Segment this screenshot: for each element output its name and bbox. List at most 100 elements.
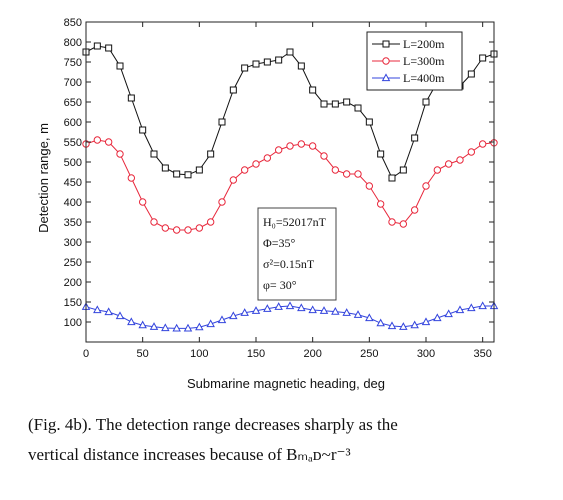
data-point [263,154,272,162]
legend: L=200m L=300m L=400m [366,31,463,91]
y-tick-label: 100 [64,317,82,329]
data-point [422,182,430,190]
data-point [206,218,215,226]
y-tick-label: 250 [64,257,82,269]
data-point [217,315,227,324]
figure-caption: (Fig. 4b). The detection range decreases… [28,410,548,470]
data-point [161,224,170,232]
data-point [343,98,351,106]
y-tick-label: 500 [64,157,82,169]
data-point [388,174,396,182]
annotation-line: σ²=0.15nT [263,257,315,271]
data-point [286,48,294,56]
data-point [309,86,317,94]
data-point [116,150,124,158]
series-l-200m [82,42,498,182]
annotation-line: φ= 30° [263,278,297,292]
x-tick-label: 200 [303,348,321,360]
data-point [172,226,181,234]
legend-label: L=200m [403,37,445,51]
data-point [195,166,203,174]
data-point [467,303,476,312]
data-point [274,146,283,154]
series-l-300m [82,136,498,234]
data-point [331,100,339,108]
data-point [241,64,249,72]
y-tick-label: 650 [64,97,82,109]
x-axis-label: Submarine magnetic heading, deg [187,376,385,391]
legend-label: L=400m [403,71,445,85]
data-point [263,304,272,312]
data-point [433,166,442,174]
x-tick-label: 50 [137,348,149,360]
data-point [274,302,283,310]
y-tick-label: 550 [64,137,82,149]
y-tick-label: 800 [64,37,82,49]
data-point [184,226,192,234]
data-point [320,152,328,160]
data-point [342,308,351,316]
y-tick-label: 400 [64,197,82,209]
y-tick-label: 300 [64,237,82,249]
y-axis-label: Detection range, m [36,123,51,233]
data-point [297,62,305,70]
x-tick-label: 250 [360,348,378,360]
data-point [240,308,249,316]
data-point [331,166,340,174]
data-point [104,138,113,146]
data-point [150,218,158,226]
data-point [115,311,125,320]
y-tick-label: 700 [64,77,82,89]
data-point [161,164,169,172]
data-point [433,313,442,322]
data-point [127,94,135,102]
data-point [365,313,374,322]
data-point [478,140,487,148]
caption-line-1: (Fig. 4b). The detection range decreases… [28,415,398,434]
data-point [297,303,306,312]
series-l-400m [81,301,499,332]
chart: 0 50 100 150 200 250 300 350 100 150 200 250 300 350 4… [36,17,499,391]
annotation-line: H₀=52017nT [263,215,327,229]
y-tick-label: 850 [64,17,82,29]
data-point [161,323,170,332]
axes: 0 50 100 150 200 250 300 350 100 150 200 250 300 350 4… [64,17,495,360]
data-point [342,170,351,178]
data-point [150,150,158,158]
x-tick-label: 150 [247,348,265,360]
data-point [184,171,192,179]
data-point [399,166,407,174]
data-point [127,174,136,182]
series-line [85,305,494,329]
data-point [93,305,102,314]
data-point [319,306,329,314]
data-point [399,322,408,330]
data-point [206,319,215,328]
data-point [297,140,306,148]
data-point [172,323,181,332]
data-point [308,305,317,314]
data-point [229,86,237,94]
caption-line-2: vertical distance increases because of B… [28,445,351,464]
data-point [195,224,204,232]
data-point [467,70,475,78]
data-point [218,118,226,126]
data-point [365,118,373,126]
data-point [286,142,294,150]
x-tick-label: 300 [417,348,435,360]
y-tick-label: 150 [64,297,82,309]
data-point [229,311,238,320]
data-point [456,156,464,164]
data-point [410,206,419,214]
data-point [478,301,487,310]
data-point [105,44,113,52]
data-point [263,58,271,66]
data-point [354,170,362,178]
data-point [229,176,238,184]
y-tick-label: 200 [64,277,82,289]
x-tick-label: 0 [83,348,89,360]
data-point [444,160,453,168]
data-point [275,56,283,64]
data-point [138,198,147,206]
data-point [353,310,363,318]
